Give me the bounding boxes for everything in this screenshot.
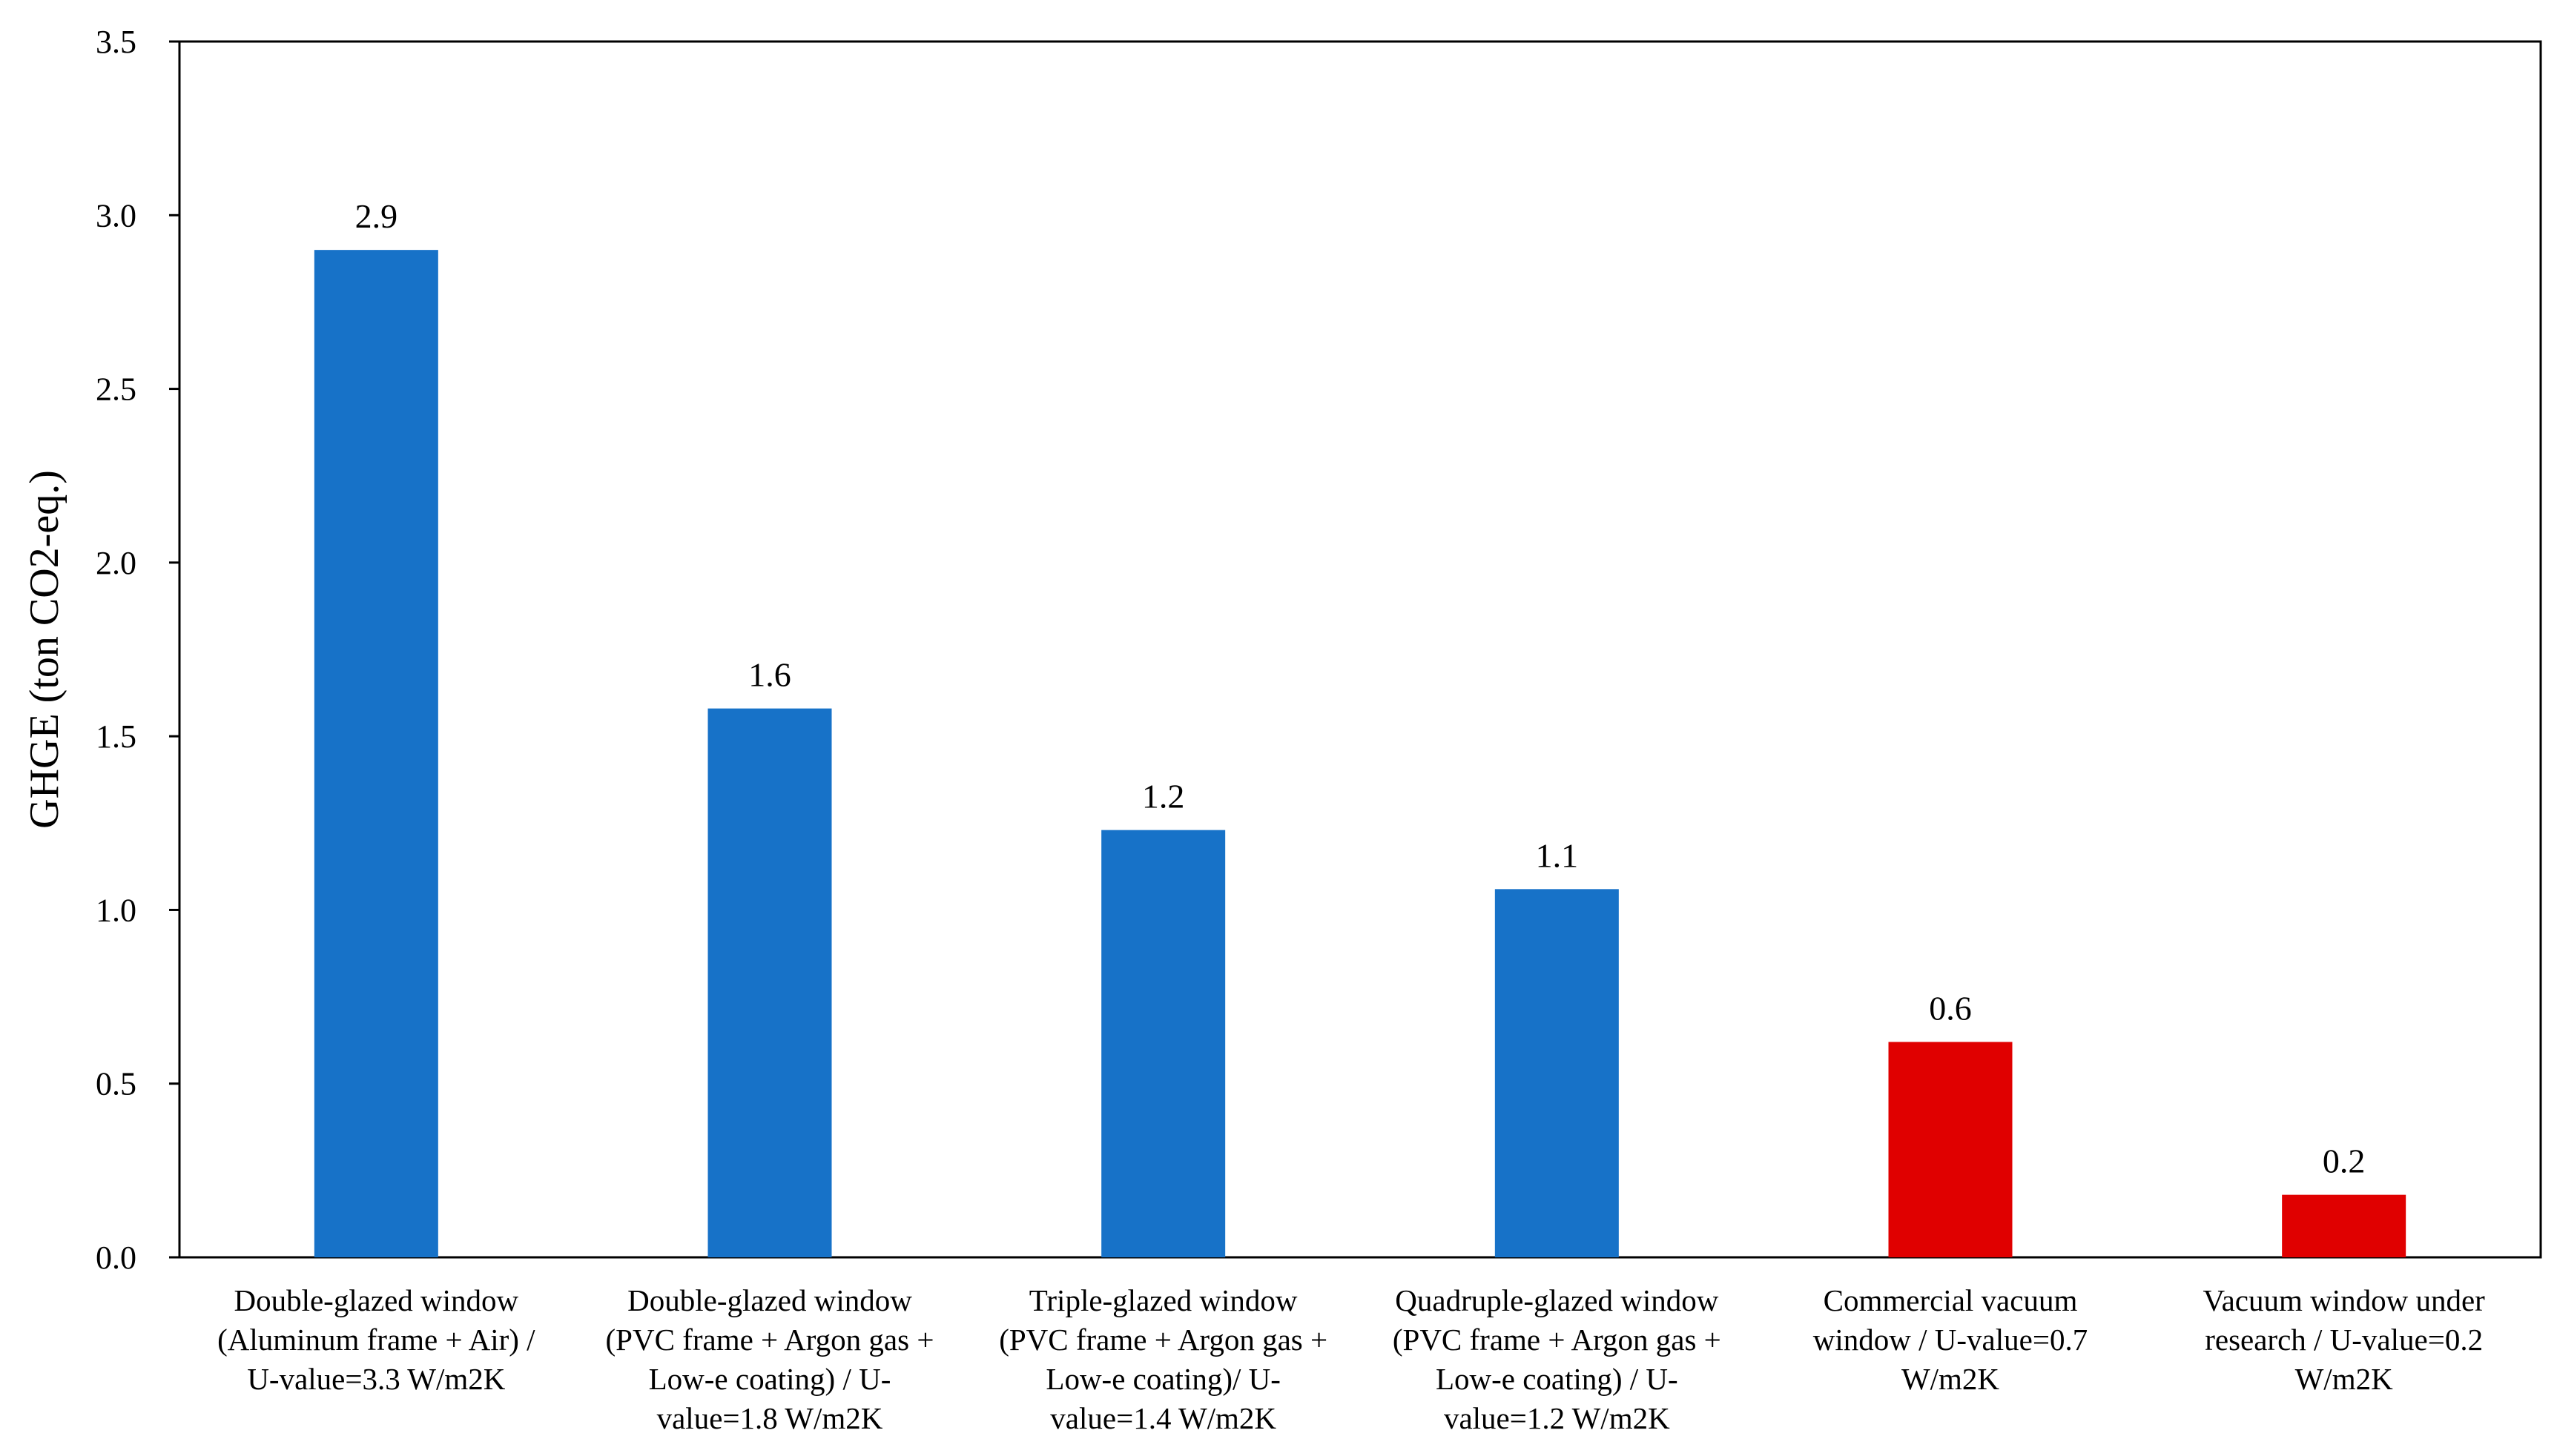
- category-label-line: (Aluminum frame + Air) /: [217, 1323, 535, 1357]
- category-label: Quadruple-glazed window (PVC frame + Argo…: [1393, 1283, 1721, 1435]
- category-label-line: Triple-glazed window: [1029, 1283, 1298, 1317]
- bar: [2282, 1194, 2406, 1257]
- data-label: 0.2: [2323, 1142, 2366, 1180]
- y-tick-label: 1.0: [96, 892, 136, 928]
- y-tick-label: 2.0: [96, 545, 136, 581]
- category-label-line: W/m2K: [2295, 1362, 2393, 1396]
- category-label: Triple-glazed window (PVC frame + Argon g…: [999, 1283, 1327, 1435]
- category-label-line: (PVC frame + Argon gas +: [999, 1323, 1327, 1357]
- category-labels: Double-glazed window (Aluminum frame + Ai…: [217, 1283, 2485, 1435]
- category-label-line: (PVC frame + Argon gas +: [1393, 1323, 1721, 1357]
- category-label-line: value=1.2 W/m2K: [1444, 1401, 1670, 1435]
- category-label-line: Vacuum window under: [2203, 1283, 2486, 1317]
- category-label: Double-glazed window (PVC frame + Argon g…: [606, 1283, 934, 1435]
- category-label-line: (PVC frame + Argon gas +: [606, 1323, 934, 1357]
- bar: [707, 708, 832, 1257]
- y-tick-label: 1.5: [96, 718, 136, 755]
- category-label-line: Low-e coating)/ U-: [1046, 1362, 1281, 1396]
- data-label: 1.1: [1536, 836, 1579, 874]
- plot-area-frame: [178, 40, 2542, 1259]
- data-label: 0.6: [1929, 989, 1972, 1027]
- bar: [1101, 830, 1226, 1257]
- bars: [314, 250, 2406, 1258]
- category-label-line: U-value=3.3 W/m2K: [247, 1362, 505, 1396]
- y-tick-label: 0.5: [96, 1066, 136, 1102]
- category-label-line: W/m2K: [1901, 1362, 1999, 1396]
- data-label: 1.6: [748, 656, 791, 694]
- category-label-line: Quadruple-glazed window: [1395, 1283, 1718, 1317]
- category-label: Vacuum window under research / U-value=0.…: [2203, 1283, 2486, 1396]
- category-label-line: Double-glazed window: [627, 1283, 912, 1317]
- category-label-line: window / U-value=0.7: [1813, 1323, 2088, 1357]
- category-label: Commercial vacuum window / U-value=0.7 W/m…: [1813, 1283, 2088, 1396]
- y-tick-label: 3.5: [96, 24, 136, 60]
- y-tick-label: 0.0: [96, 1240, 136, 1276]
- category-label-line: Low-e coating) / U-: [1436, 1362, 1678, 1396]
- category-label-line: Commercial vacuum: [1824, 1283, 2078, 1317]
- y-axis: 0.0 0.5 1.0 1.5 2.0 2.5 3.0 3.5: [96, 24, 179, 1276]
- bar: [1494, 889, 1619, 1257]
- data-label: 1.2: [1142, 778, 1185, 815]
- category-label-line: research / U-value=0.2: [2205, 1323, 2483, 1357]
- bar: [1888, 1042, 2013, 1257]
- category-label-line: value=1.8 W/m2K: [657, 1401, 883, 1435]
- bar: [314, 250, 438, 1258]
- data-label: 2.9: [355, 197, 398, 235]
- category-label: Double-glazed window (Aluminum frame + Ai…: [217, 1283, 535, 1396]
- y-axis-title: GHGE (ton CO2-eq.): [22, 470, 67, 829]
- category-label-line: value=1.4 W/m2K: [1050, 1401, 1276, 1435]
- y-tick-label: 2.5: [96, 371, 136, 408]
- category-label-line: Low-e coating) / U-: [649, 1362, 891, 1396]
- y-tick-label: 3.0: [96, 197, 136, 234]
- category-label-line: Double-glazed window: [234, 1283, 518, 1317]
- data-labels: 2.9 1.6 1.2 1.1 0.6 0.2: [355, 197, 2366, 1180]
